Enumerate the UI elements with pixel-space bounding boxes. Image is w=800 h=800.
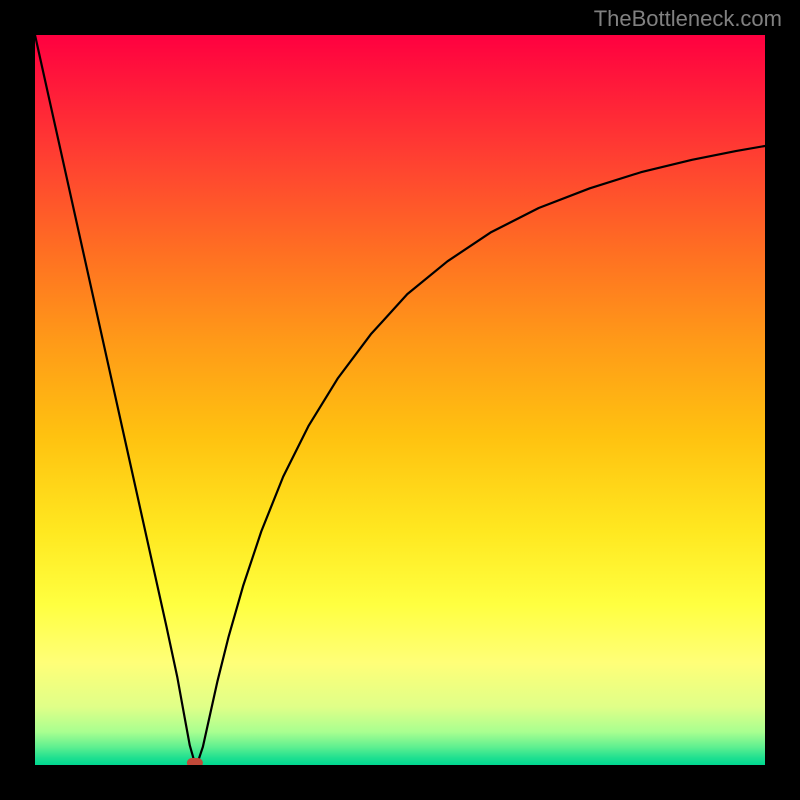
chart-plot-area: [35, 35, 765, 765]
highlight-marker: [187, 758, 203, 765]
chart-svg: [35, 35, 765, 765]
watermark-text: TheBottleneck.com: [594, 6, 782, 32]
chart-container: TheBottleneck.com: [0, 0, 800, 800]
chart-background: [35, 35, 765, 765]
